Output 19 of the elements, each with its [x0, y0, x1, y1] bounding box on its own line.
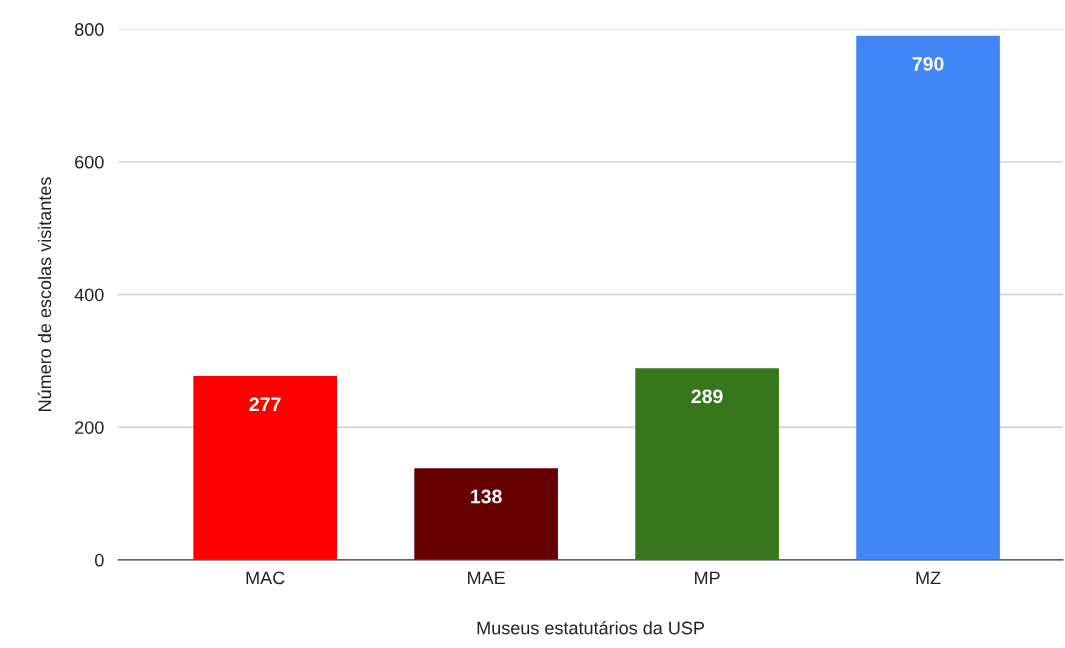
bar: [414, 468, 558, 560]
x-tick-label: MZ: [916, 571, 941, 585]
y-tick-label: 600: [75, 155, 104, 169]
y-tick-label: 0: [94, 553, 104, 567]
data-label: 138: [471, 489, 502, 504]
y-axis-title: Número de escolas visitantes: [37, 177, 52, 411]
x-axis-title: Museus estatutários da USP: [477, 620, 704, 635]
data-label: 289: [691, 389, 723, 404]
y-tick-label: 400: [74, 288, 104, 302]
y-tick-label: 200: [75, 421, 104, 434]
bar: [856, 35, 1000, 560]
bar: [193, 376, 337, 560]
bar: [635, 368, 779, 560]
data-label: 277: [249, 397, 281, 411]
x-tick-label: MAC: [246, 571, 285, 585]
x-tick-label: MAE: [468, 571, 505, 585]
x-tick-label: MP: [695, 571, 720, 585]
y-tick-label: 800: [74, 23, 104, 36]
data-label: 790: [912, 57, 944, 71]
